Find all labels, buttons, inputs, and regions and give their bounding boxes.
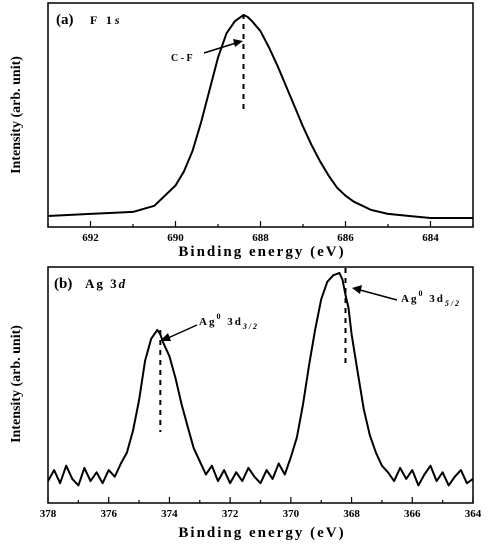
- panel-b-x-axis-label: Binding energy (eV): [178, 525, 345, 541]
- panel-a-x-tick-label: 692: [82, 232, 99, 244]
- panel-a-x-tick-label: 686: [337, 232, 354, 244]
- panel-b-y-axis-label: Intensity (arb. unit): [9, 325, 24, 443]
- panel-a-title: F 1s: [90, 13, 123, 27]
- annot-3d52-element: Ag: [401, 293, 418, 305]
- annot-3d52-main: 3d: [424, 293, 444, 305]
- svg-text:Ag0 3d5/2: Ag0 3d5/2: [401, 289, 461, 308]
- panel-b-ag3d32-annotation: Ag0 3d3/2: [160, 312, 259, 341]
- panel-b-tick-labels: 378 376 374 372 370 368 366 364: [40, 508, 482, 520]
- panel-a-cf-arrow: [203, 39, 243, 54]
- panel-a-x-tick-label: 684: [422, 232, 439, 244]
- panel-a-frame: [47, 2, 474, 228]
- panel-b-x-tick-label: 374: [161, 508, 178, 520]
- annot-3d52-sup: 0: [418, 289, 424, 298]
- panel-a-cf-label: C - F: [171, 53, 193, 64]
- panel-b-label: (b): [54, 276, 72, 292]
- annot-3d32-main: 3d: [222, 316, 242, 328]
- annot-3d52-sub: 5/2: [445, 299, 461, 308]
- panel-b-x-tick-label: 376: [100, 508, 117, 520]
- panel-b-ag3d52-annotation: Ag0 3d5/2: [352, 285, 461, 308]
- svg-text:Ag0 3d3/2: Ag0 3d3/2: [199, 312, 259, 331]
- annot-3d32-element: Ag: [199, 316, 216, 328]
- panel-b-x-tick-label: 378: [40, 508, 57, 520]
- panel-b-x-tick-label: 372: [222, 508, 239, 520]
- panel-b-x-tick-label: 370: [283, 508, 300, 520]
- annot-3d32-sub: 3/2: [242, 322, 259, 331]
- panel-b-x-tick-label: 368: [343, 508, 360, 520]
- panel-b-ticks: [47, 497, 474, 503]
- panel-a-x-axis-label: Binding energy (eV): [178, 244, 345, 260]
- panel-a-x-tick-label: 690: [167, 232, 184, 244]
- panel-b: 378 376 374 372 370 368 366 364 (b) Ag 3d Ag0 3…: [9, 266, 482, 541]
- panel-a-f1s-curve: [47, 14, 473, 219]
- panel-a: 692 690 688 686 684 (a) F 1s C - F Intensity…: [9, 2, 474, 260]
- panel-b-x-tick-label: 366: [404, 508, 421, 520]
- panel-b-ag3d-curve: [47, 272, 474, 487]
- annot-3d32-sup: 0: [216, 312, 222, 321]
- panel-b-title: Ag 3d: [85, 276, 127, 291]
- panel-a-x-tick-label: 688: [252, 232, 269, 244]
- panel-a-y-axis-label: Intensity (arb. unit): [9, 56, 24, 174]
- panel-a-label: (a): [56, 12, 74, 28]
- panel-b-x-tick-label: 364: [465, 508, 482, 520]
- panel-a-ticks: [47, 221, 474, 227]
- panel-a-tick-labels: 692 690 688 686 684: [82, 232, 439, 244]
